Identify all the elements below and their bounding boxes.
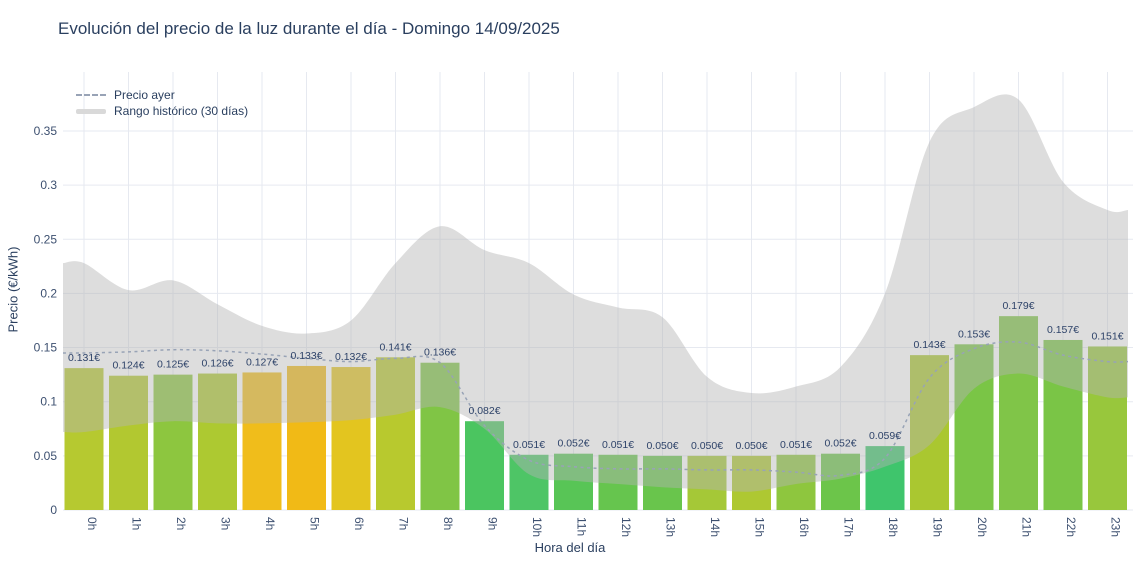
y-tick-label: 0.05 xyxy=(34,449,58,463)
x-tick-label-21h: 21h xyxy=(1020,517,1034,537)
historical-range-band xyxy=(63,94,1128,492)
band-swatch xyxy=(76,108,106,114)
bar-15h[interactable] xyxy=(732,455,771,510)
legend-item-rango-historico[interactable]: Rango histórico (30 días) xyxy=(76,103,248,119)
bar-value-label: 0.051€ xyxy=(602,439,634,451)
bar-22h[interactable] xyxy=(1043,339,1083,510)
bar-value-label: 0.126€ xyxy=(201,358,233,370)
y-axis-title: Precio (€/kWh) xyxy=(5,246,21,333)
bar-3h[interactable] xyxy=(198,373,237,510)
x-axis-title: Hora del día xyxy=(534,540,606,555)
x-tick-label-22h: 22h xyxy=(1064,517,1078,537)
legend-label-rango-historico: Rango histórico (30 días) xyxy=(114,104,249,118)
x-tick-label-23h: 23h xyxy=(1109,517,1123,537)
bar-9h[interactable] xyxy=(465,421,504,510)
y-tick-label: 0.35 xyxy=(34,124,58,138)
bar-value-label: 0.143€ xyxy=(913,339,945,351)
bar-0h[interactable] xyxy=(64,368,104,510)
bar-value-label: 0.059€ xyxy=(869,430,901,442)
bar-value-label: 0.082€ xyxy=(468,405,500,417)
x-tick-label-7h: 7h xyxy=(397,517,411,530)
bar-20h[interactable] xyxy=(954,344,994,510)
bar-value-label: 0.050€ xyxy=(735,440,767,452)
x-tick-label-10h: 10h xyxy=(530,517,544,537)
x-tick-label-11h: 11h xyxy=(575,517,589,536)
bar-value-label: 0.051€ xyxy=(780,439,812,451)
legend: Precio ayer Rango histórico (30 días) xyxy=(76,87,248,119)
bar-2h[interactable] xyxy=(153,374,193,510)
x-tick-label-6h: 6h xyxy=(352,517,366,530)
x-tick-label-16h: 16h xyxy=(797,517,811,537)
chart-title: Evolución del precio de la luz durante e… xyxy=(58,19,560,38)
x-tick-label-18h: 18h xyxy=(886,517,900,537)
bar-17h[interactable] xyxy=(821,453,860,510)
x-tick-label-15h: 15h xyxy=(753,517,767,537)
legend-item-precio-ayer[interactable]: Precio ayer xyxy=(76,87,248,103)
bar-11h[interactable] xyxy=(554,453,593,510)
bar-value-label: 0.125€ xyxy=(157,359,189,371)
bar-7h[interactable] xyxy=(376,357,415,510)
bar-value-label: 0.131€ xyxy=(68,352,100,364)
x-tick-label-20h: 20h xyxy=(975,517,989,537)
bar-value-label: 0.157€ xyxy=(1047,324,1079,336)
x-tick-label-9h: 9h xyxy=(486,517,500,530)
x-tick-label-14h: 14h xyxy=(708,517,722,537)
y-tick-label: 0.3 xyxy=(40,178,57,192)
x-tick-label-17h: 17h xyxy=(842,517,856,537)
bar-value-label: 0.052€ xyxy=(557,438,589,450)
x-tick-label-8h: 8h xyxy=(441,517,455,530)
y-tick-label: 0.25 xyxy=(34,232,58,246)
x-tick-label-13h: 13h xyxy=(664,517,678,537)
x-tick-label-19h: 19h xyxy=(931,517,945,537)
bar-value-label: 0.052€ xyxy=(824,438,856,450)
bar-value-label: 0.050€ xyxy=(646,440,678,452)
bar-21h[interactable] xyxy=(999,316,1038,510)
bar-4h[interactable] xyxy=(242,372,282,510)
bar-14h[interactable] xyxy=(687,455,727,510)
bar-23h[interactable] xyxy=(1088,346,1127,510)
bar-value-label: 0.124€ xyxy=(112,360,144,372)
x-tick-label-2h: 2h xyxy=(174,517,188,530)
x-tick-label-5h: 5h xyxy=(308,517,322,530)
bar-value-label: 0.141€ xyxy=(379,341,411,353)
y-tick-label: 0.2 xyxy=(40,286,57,300)
x-tick-label-4h: 4h xyxy=(263,517,277,530)
bar-6h[interactable] xyxy=(331,367,371,510)
bar-1h[interactable] xyxy=(109,375,148,510)
bar-18h[interactable] xyxy=(865,446,905,510)
x-tick-label-3h: 3h xyxy=(219,517,233,530)
bar-5h[interactable] xyxy=(287,365,326,510)
bar-12h[interactable] xyxy=(598,454,638,510)
x-tick-label-1h: 1h xyxy=(130,517,144,530)
bar-value-label: 0.050€ xyxy=(691,440,723,452)
bar-8h[interactable] xyxy=(420,362,460,510)
bar-19h[interactable] xyxy=(910,355,949,510)
bar-16h[interactable] xyxy=(776,454,816,510)
bar-value-label: 0.051€ xyxy=(513,439,545,451)
bar-value-label: 0.179€ xyxy=(1002,300,1034,312)
dashed-line-swatch xyxy=(76,94,106,96)
bar-value-label: 0.151€ xyxy=(1091,330,1123,342)
bar-value-label: 0.127€ xyxy=(246,356,278,368)
x-tick-label-12h: 12h xyxy=(619,517,633,537)
bar-value-label: 0.136€ xyxy=(424,347,456,359)
bar-13h[interactable] xyxy=(643,455,682,510)
y-tick-label: 0.15 xyxy=(34,341,58,355)
bar-value-label: 0.133€ xyxy=(290,350,322,362)
bar-value-label: 0.153€ xyxy=(958,328,990,340)
x-tick-label-0h: 0h xyxy=(85,517,99,530)
legend-label-precio-ayer: Precio ayer xyxy=(114,88,175,102)
y-tick-label: 0.1 xyxy=(40,395,57,409)
y-tick-label: 0 xyxy=(50,503,57,517)
bar-value-label: 0.132€ xyxy=(335,351,367,363)
